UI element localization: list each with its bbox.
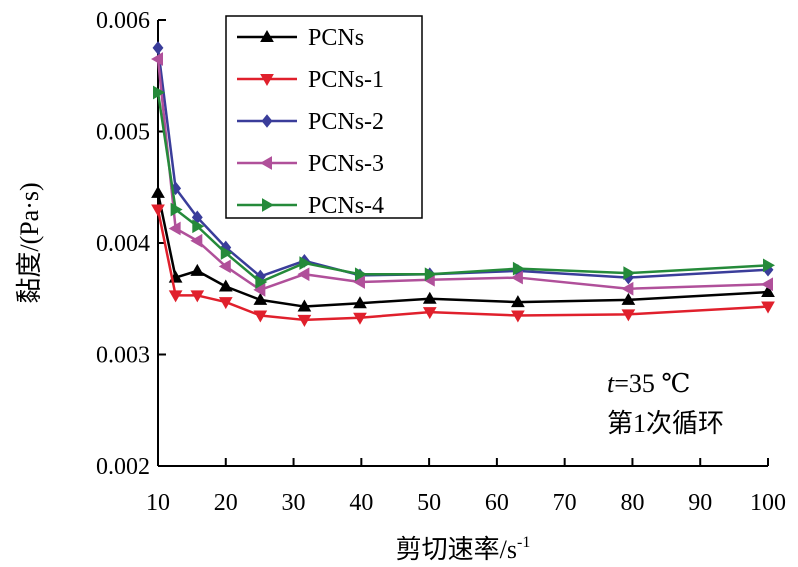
data-point-pcns-1 <box>253 310 268 323</box>
data-point-pcns-4 <box>512 261 525 276</box>
data-point-pcns-1 <box>151 204 165 217</box>
y-tick-label: 0.005 <box>96 120 150 146</box>
legend-marker-pcns-3 <box>259 156 272 170</box>
data-point-pcns-1 <box>511 310 525 323</box>
data-point-pcns <box>253 292 268 305</box>
x-tick-label: 70 <box>553 490 577 516</box>
legend-item-pcns: PCNs <box>237 25 364 51</box>
x-tick-label: 40 <box>349 490 373 516</box>
data-point-pcns-3 <box>352 275 365 289</box>
data-point-pcns <box>761 285 775 298</box>
y-tick-label: 0.002 <box>96 454 150 480</box>
legend-label-pcns-4: PCNs-4 <box>308 193 384 219</box>
data-point-pcns-1 <box>422 307 437 320</box>
data-point-pcns <box>218 279 233 292</box>
data-point-pcns-4 <box>354 267 367 282</box>
x-axis-title: 剪切速率/s-1 <box>396 534 531 564</box>
data-point-pcns <box>190 263 205 276</box>
data-point-pcns-3 <box>297 267 310 282</box>
y-tick-label: 0.003 <box>96 343 150 369</box>
data-point-pcns-1 <box>353 312 367 325</box>
data-point-pcns-4 <box>763 258 776 273</box>
data-point-pcns-3 <box>150 52 163 66</box>
x-tick-label: 50 <box>417 490 441 516</box>
data-point-pcns-3 <box>218 259 231 274</box>
legend-item-pcns-3: PCNs-3 <box>237 151 384 177</box>
legend: PCNs PCNs-1 PCNs-2 PCNs-3 PCNs-4 <box>225 15 423 219</box>
data-point-pcns-1 <box>297 314 312 327</box>
legend-label-pcns-3: PCNs-3 <box>308 151 384 177</box>
legend-items: PCNs PCNs-1 PCNs-2 PCNs-3 PCNs-4 <box>237 25 384 219</box>
data-point-pcns-4 <box>192 219 205 234</box>
data-point-pcns-3 <box>621 281 634 296</box>
data-point-pcns-4 <box>170 202 183 217</box>
data-point-pcns <box>151 185 165 198</box>
data-point-pcns <box>422 291 437 304</box>
legend-marker-pcns-1 <box>260 74 274 87</box>
legend-label-pcns-1: PCNs-1 <box>308 67 384 93</box>
data-point-pcns-1 <box>168 290 183 303</box>
x-axis-title-superscript: -1 <box>517 534 530 551</box>
data-point-pcns-4 <box>424 267 437 282</box>
y-tick-label: 0.006 <box>96 8 150 34</box>
data-point-pcns-1 <box>190 290 205 303</box>
data-point-pcns <box>511 295 525 308</box>
x-tick-label: 30 <box>282 490 306 516</box>
data-point-pcns-3 <box>510 270 523 285</box>
legend-item-pcns-2: PCNs-2 <box>237 109 384 135</box>
data-point-pcns-3 <box>760 277 773 292</box>
data-point-pcns-4 <box>220 246 233 260</box>
annotation-t-symbol: t <box>607 369 615 398</box>
data-point-pcns-4 <box>623 266 636 280</box>
legend-box <box>225 15 423 219</box>
data-point-pcns-4 <box>255 275 268 289</box>
legend-label-pcns-2: PCNs-2 <box>308 109 384 135</box>
data-point-pcns-2 <box>152 41 164 55</box>
series-pcns-1 <box>151 204 775 327</box>
x-tick-label: 100 <box>750 490 786 516</box>
legend-marker-pcns <box>260 29 274 42</box>
legend-label-pcns: PCNs <box>308 25 364 51</box>
data-point-pcns-4 <box>299 256 312 270</box>
series-pcns-4 <box>153 85 776 289</box>
data-point-pcns-3 <box>253 282 266 297</box>
y-ticks: 0.002 0.003 0.004 0.005 0.006 <box>96 8 166 480</box>
data-point-pcns-3 <box>168 221 181 236</box>
data-point-pcns-1 <box>621 309 636 322</box>
x-tick-label: 10 <box>146 490 170 516</box>
data-point-pcns <box>297 299 312 312</box>
series-pcns-3 <box>150 52 773 297</box>
data-point-pcns-1 <box>761 301 775 314</box>
annotation-temperature: t=35 ℃ <box>607 369 690 398</box>
y-tick-label: 0.004 <box>96 231 150 257</box>
legend-marker-pcns-4 <box>262 198 275 212</box>
x-tick-label: 20 <box>214 490 238 516</box>
data-point-pcns-3 <box>190 233 203 248</box>
legend-marker-pcns-2 <box>261 114 273 128</box>
data-point-pcns-4 <box>153 85 166 100</box>
series-layer <box>150 41 776 327</box>
x-tick-label: 80 <box>620 490 644 516</box>
series-line-pcns-1 <box>156 209 769 322</box>
data-point-pcns-1 <box>218 297 233 310</box>
data-point-pcns <box>353 296 367 309</box>
legend-item-pcns-4: PCNs-4 <box>237 193 384 219</box>
data-point-pcns <box>621 292 636 305</box>
y-axis-title: 黏度/(Pa·s) <box>15 182 44 303</box>
legend-item-pcns-1: PCNs-1 <box>237 67 384 93</box>
x-tick-label: 90 <box>688 490 712 516</box>
x-ticks: 10 20 30 40 50 60 70 80 90 100 <box>146 458 786 516</box>
x-tick-label: 60 <box>485 490 509 516</box>
annotation-cycle: 第1次循环 <box>607 409 724 438</box>
